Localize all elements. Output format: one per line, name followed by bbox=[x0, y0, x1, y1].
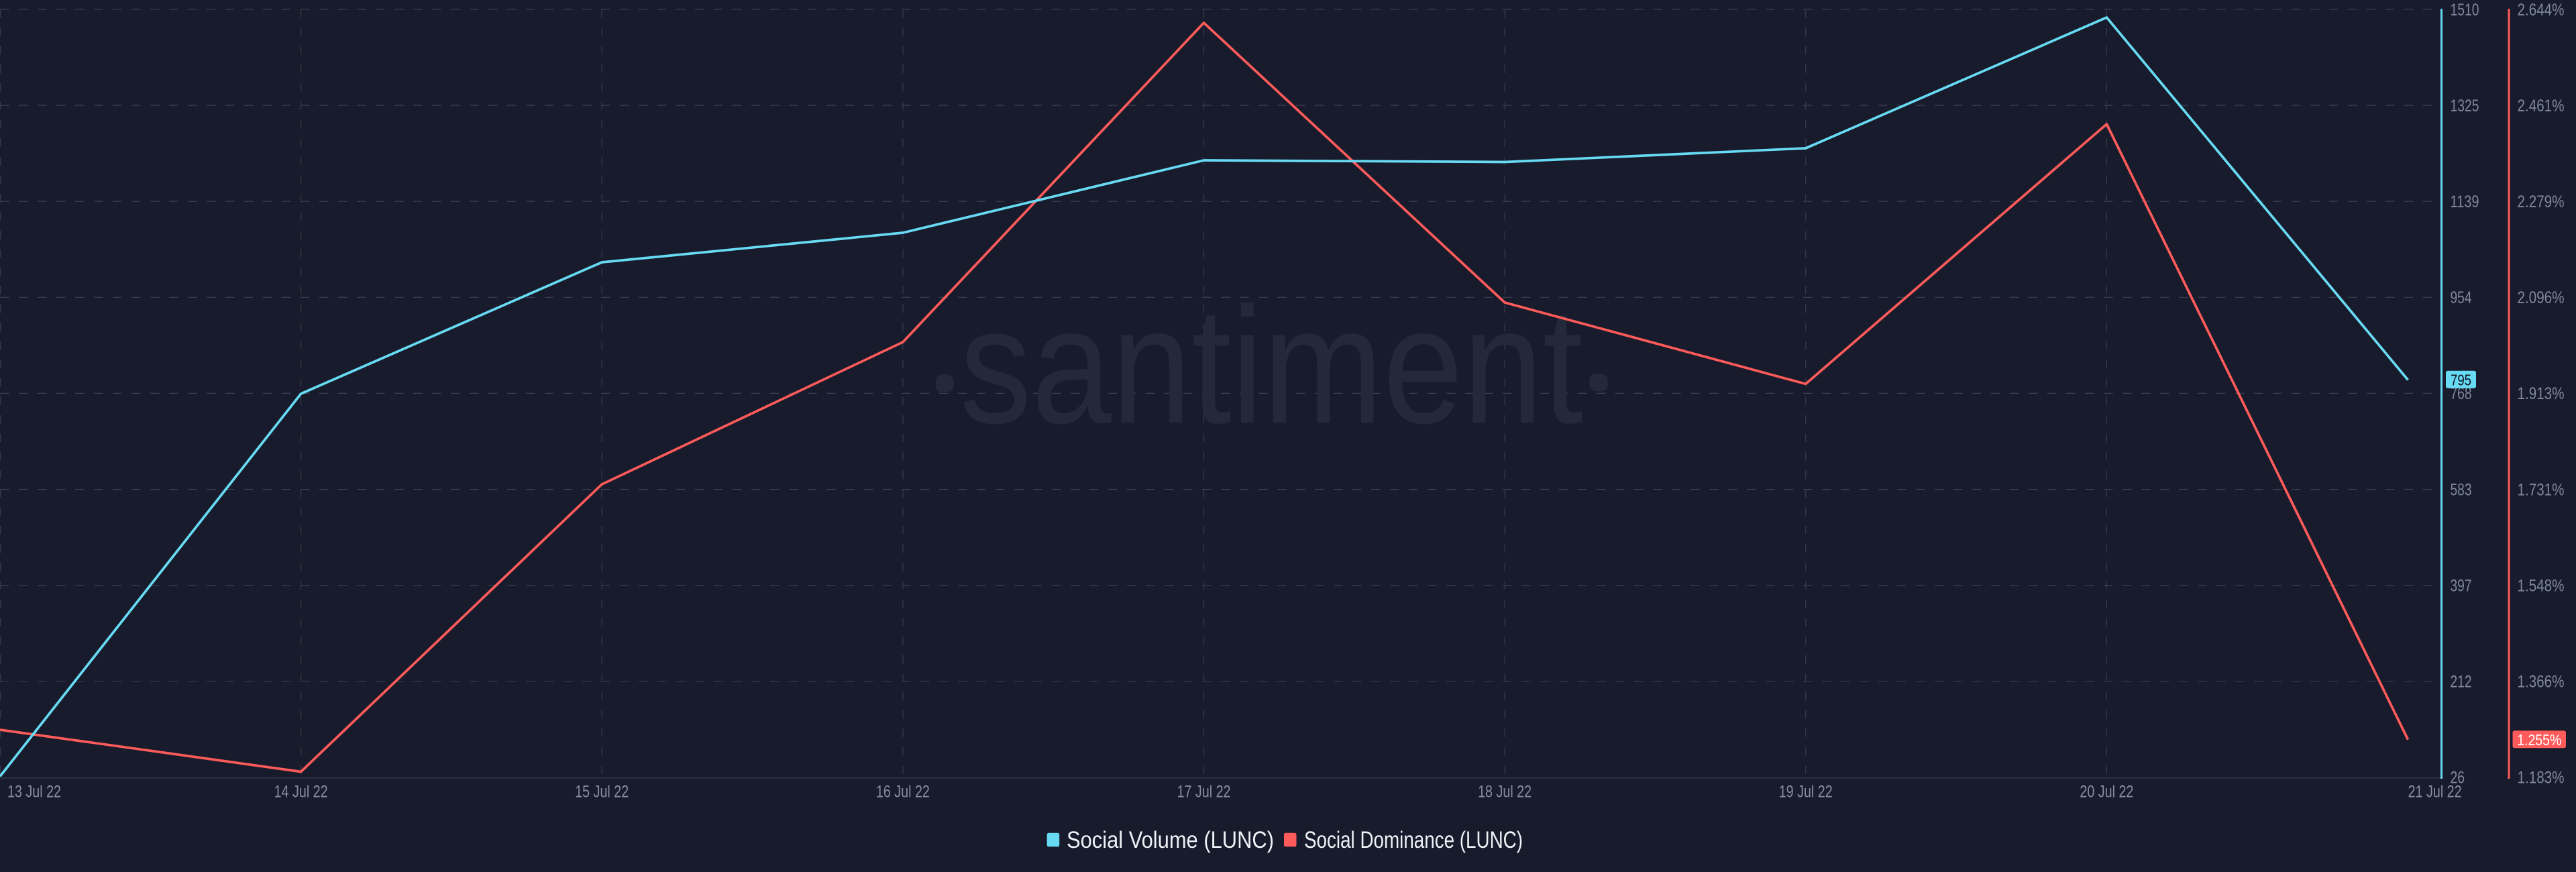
svg-text:1.366%: 1.366% bbox=[2518, 673, 2565, 692]
svg-text:17 Jul 22: 17 Jul 22 bbox=[1177, 782, 1231, 801]
svg-text:1139: 1139 bbox=[2451, 193, 2479, 211]
svg-text:2.096%: 2.096% bbox=[2518, 288, 2565, 307]
svg-text:1.913%: 1.913% bbox=[2518, 384, 2565, 403]
svg-text:19 Jul 22: 19 Jul 22 bbox=[1779, 782, 1833, 801]
svg-text:16 Jul 22: 16 Jul 22 bbox=[876, 782, 930, 801]
svg-text:2.461%: 2.461% bbox=[2518, 97, 2565, 115]
svg-text:Social Volume (LUNC): Social Volume (LUNC) bbox=[1067, 827, 1274, 853]
svg-text:1325: 1325 bbox=[2451, 97, 2479, 115]
svg-text:1.548%: 1.548% bbox=[2518, 576, 2565, 595]
svg-text:26: 26 bbox=[2451, 769, 2465, 787]
svg-text:2.644%: 2.644% bbox=[2518, 1, 2565, 19]
svg-text:1510: 1510 bbox=[2451, 1, 2479, 19]
svg-text:795: 795 bbox=[2451, 372, 2471, 389]
svg-text:2.279%: 2.279% bbox=[2518, 193, 2565, 211]
svg-text:21 Jul 22: 21 Jul 22 bbox=[2408, 782, 2462, 801]
svg-text:14 Jul 22: 14 Jul 22 bbox=[274, 782, 328, 801]
svg-text:13 Jul 22: 13 Jul 22 bbox=[7, 782, 61, 801]
svg-text:583: 583 bbox=[2451, 480, 2472, 499]
svg-text:1.731%: 1.731% bbox=[2518, 480, 2565, 499]
svg-text:212: 212 bbox=[2451, 673, 2472, 692]
svg-text:1.255%: 1.255% bbox=[2517, 731, 2561, 749]
svg-text:santiment: santiment bbox=[960, 273, 1583, 458]
svg-text:15 Jul 22: 15 Jul 22 bbox=[575, 782, 629, 801]
svg-text:20 Jul 22: 20 Jul 22 bbox=[2080, 782, 2133, 801]
svg-text:397: 397 bbox=[2451, 576, 2472, 595]
svg-text:954: 954 bbox=[2451, 288, 2472, 307]
svg-text:1.183%: 1.183% bbox=[2518, 769, 2565, 787]
svg-text:Social Dominance (LUNC): Social Dominance (LUNC) bbox=[1304, 827, 1523, 853]
svg-text:18 Jul 22: 18 Jul 22 bbox=[1478, 782, 1532, 801]
